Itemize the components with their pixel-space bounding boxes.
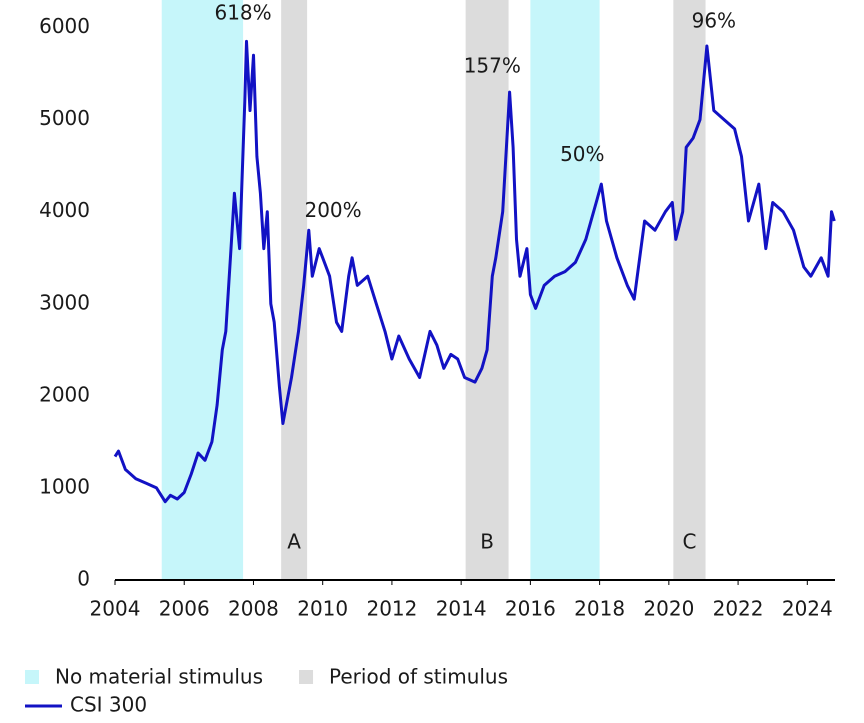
x-tick-label: 2014 (436, 597, 487, 621)
stimulus-band (673, 0, 706, 580)
stimulus-band (530, 0, 600, 580)
legend-label: No material stimulus (55, 665, 263, 689)
x-tick-label: 2004 (90, 597, 141, 621)
y-tick-label: 3000 (39, 290, 90, 314)
y-tick-label: 1000 (39, 474, 90, 498)
x-tick-label: 2024 (782, 597, 833, 621)
x-tick-label: 2022 (713, 597, 764, 621)
stimulus-band (161, 0, 244, 580)
y-tick-label: 5000 (39, 106, 90, 130)
legend-swatch (25, 670, 39, 684)
x-tick-label: 2018 (574, 597, 625, 621)
x-tick-label: 2010 (297, 597, 348, 621)
y-tick-label: 6000 (39, 14, 90, 38)
band-label: B (480, 530, 494, 554)
legend-label: CSI 300 (70, 693, 147, 717)
annotation: 157% (464, 54, 521, 78)
band-label: A (287, 530, 301, 554)
csi-line (113, 39, 836, 504)
legend-label: Period of stimulus (329, 665, 508, 689)
x-tick-label: 2016 (505, 597, 556, 621)
x-tick-label: 2006 (159, 597, 210, 621)
annotation: 96% (692, 9, 736, 33)
annotation: 618% (214, 0, 271, 24)
y-tick-label: 2000 (39, 382, 90, 406)
annotation: 200% (304, 198, 361, 222)
x-tick-label: 2020 (643, 597, 694, 621)
band-label: C (682, 530, 696, 554)
legend-swatch (299, 670, 314, 684)
y-tick-label: 4000 (39, 198, 90, 222)
x-tick-label: 2012 (366, 597, 417, 621)
x-tick-label: 2008 (228, 597, 279, 621)
y-tick-label: 0 (77, 567, 90, 591)
stimulus-band (465, 0, 509, 580)
annotation: 50% (560, 142, 604, 166)
